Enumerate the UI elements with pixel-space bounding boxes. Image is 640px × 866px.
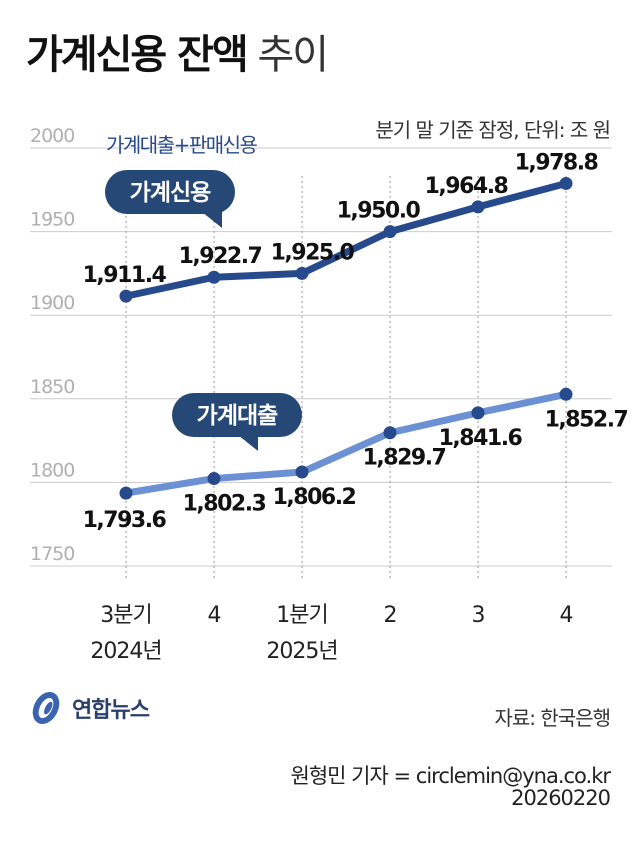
legend-household-credit-bubble	[105, 170, 235, 214]
x-tick-label: 2025년	[266, 639, 337, 664]
data-point	[207, 472, 221, 486]
logo: 연합뉴스	[26, 688, 150, 728]
series-subtitle: 가계대출+판매신용	[106, 133, 258, 157]
data-point	[559, 176, 573, 190]
data-point	[383, 225, 397, 239]
legend-household-credit-label: 가계신용	[130, 180, 211, 206]
y-tick-label: 1800	[30, 459, 74, 481]
data-point	[471, 406, 485, 420]
yonhap-logo-icon	[32, 691, 60, 725]
data-label: 1,922.7	[179, 244, 262, 269]
title-sub: 추이	[257, 32, 329, 78]
legend-household-credit-tail	[202, 212, 222, 228]
legend-household-loans-bubble	[172, 393, 302, 437]
x-tick-label: 3분기	[100, 603, 151, 628]
data-label: 1,841.6	[439, 426, 523, 451]
x-tick-label: 2024년	[90, 639, 161, 664]
data-label: 1,950.0	[337, 199, 421, 224]
unit-note: 분기 말 기준 잠정, 단위: 조 원	[375, 118, 611, 142]
data-point	[295, 266, 309, 280]
data-point	[295, 465, 309, 479]
source-note: 자료: 한국은행	[494, 706, 611, 730]
y-tick-label: 1850	[30, 376, 74, 398]
data-label: 1,793.6	[83, 508, 167, 533]
y-tick-label: 2000	[30, 125, 74, 147]
data-point	[383, 426, 397, 440]
data-label: 1,925.0	[271, 240, 355, 265]
data-label: 1,802.3	[183, 492, 266, 517]
y-tick-label: 1900	[30, 292, 74, 314]
data-label: 1,806.2	[273, 485, 356, 510]
y-tick-label: 1750	[30, 543, 74, 565]
data-label: 1,911.4	[83, 263, 167, 288]
legend-household-loans-label: 가계대출	[197, 403, 278, 429]
data-point	[471, 200, 485, 214]
data-label: 1,964.8	[425, 174, 508, 199]
series-line	[122, 179, 570, 300]
x-tick-label: 3	[472, 603, 485, 628]
data-label: 1,852.7	[545, 407, 628, 432]
legend-household-loans-tail	[238, 435, 258, 451]
publish-date: 20260220	[511, 786, 611, 810]
data-label: 1,978.8	[515, 150, 598, 175]
x-tick-label: 4	[560, 603, 573, 628]
data-point	[559, 387, 573, 401]
data-label: 1,829.7	[363, 446, 446, 471]
x-tick-label: 1분기	[276, 603, 327, 628]
x-tick-label: 2	[384, 603, 397, 628]
title-main: 가계신용 잔액	[26, 32, 249, 78]
data-point	[119, 289, 133, 303]
reporter-credit: 원형민 기자 = circlemin@yna.co.kr	[290, 764, 611, 788]
logo-text: 연합뉴스	[72, 698, 150, 723]
y-tick-label: 1950	[30, 209, 74, 231]
chart-title: 가계신용 잔액 추이	[26, 22, 329, 80]
x-tick-label: 4	[208, 603, 221, 628]
series-line	[122, 390, 570, 497]
data-point	[119, 486, 133, 500]
data-point	[207, 270, 221, 284]
